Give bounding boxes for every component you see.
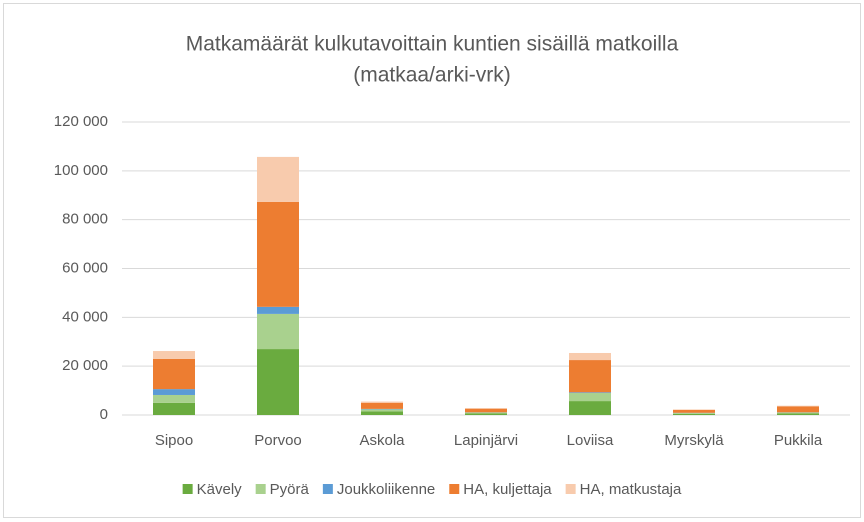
x-tick-label: Sipoo bbox=[155, 432, 193, 449]
y-tick-label: 40 000 bbox=[62, 308, 108, 325]
bar-segment bbox=[153, 389, 195, 395]
x-tick-label: Pukkila bbox=[774, 432, 823, 449]
bar-segment bbox=[777, 413, 819, 415]
bar-segment bbox=[257, 201, 299, 307]
bar-segment bbox=[361, 409, 403, 412]
bar-segment bbox=[569, 352, 611, 361]
bar-segment bbox=[673, 413, 715, 415]
bar-segment bbox=[465, 413, 507, 415]
y-tick-label: 100 000 bbox=[54, 162, 108, 179]
bar-segment bbox=[153, 358, 195, 390]
bar-segment bbox=[569, 401, 611, 415]
bar-segment bbox=[569, 392, 611, 394]
bar-segment bbox=[673, 409, 715, 413]
bar-segment bbox=[361, 401, 403, 403]
y-tick-label: 0 bbox=[100, 406, 108, 423]
x-tick-label: Askola bbox=[359, 432, 405, 449]
y-tick-label: 20 000 bbox=[62, 357, 108, 374]
legend-label: Joukkoliikenne bbox=[337, 481, 435, 498]
bar-segment bbox=[257, 306, 299, 314]
chart-title: (matkaa/arki-vrk) bbox=[353, 64, 511, 87]
x-tick-label: Lapinjärvi bbox=[454, 432, 518, 449]
bar-segment bbox=[257, 349, 299, 415]
bar-segment bbox=[361, 402, 403, 409]
x-tick-label: Myrskylä bbox=[664, 432, 724, 449]
bar-segment bbox=[257, 156, 299, 202]
bar-segment bbox=[153, 351, 195, 359]
bar-segment bbox=[569, 393, 611, 402]
legend: Kävely Pyörä Joukkoliikenne HA, kuljettaja H… bbox=[182, 481, 682, 498]
legend-swatch bbox=[449, 484, 460, 494]
x-tick-label: Porvoo bbox=[254, 432, 302, 449]
legend-label: HA, matkustaja bbox=[580, 481, 682, 498]
bar-segment bbox=[673, 413, 715, 414]
bar-segment bbox=[777, 405, 819, 407]
bar-segment bbox=[777, 412, 819, 414]
y-tick-label: 80 000 bbox=[62, 211, 108, 228]
legend-label: Kävely bbox=[197, 481, 243, 498]
bar-segment bbox=[777, 406, 819, 413]
bar-segment bbox=[153, 402, 195, 415]
bar-segment bbox=[257, 313, 299, 350]
bar-segment bbox=[569, 360, 611, 393]
legend-label: HA, kuljettaja bbox=[463, 481, 552, 498]
x-tick-label: Loviisa bbox=[567, 432, 614, 449]
legend-swatch bbox=[322, 484, 333, 494]
bar-segment bbox=[465, 408, 507, 413]
legend-swatch bbox=[182, 484, 193, 494]
y-tick-label: 60 000 bbox=[62, 259, 108, 276]
legend-swatch bbox=[255, 484, 266, 494]
legend-swatch bbox=[565, 484, 576, 494]
chart-title: Matkamäärät kulkutavoittain kuntien sisä… bbox=[186, 33, 679, 56]
bar-segment bbox=[153, 394, 195, 403]
bar-segment bbox=[465, 412, 507, 414]
legend-label: Pyörä bbox=[270, 481, 310, 498]
chart-border bbox=[3, 3, 861, 518]
y-tick-label: 120 000 bbox=[54, 113, 108, 130]
bar-segment bbox=[361, 411, 403, 415]
